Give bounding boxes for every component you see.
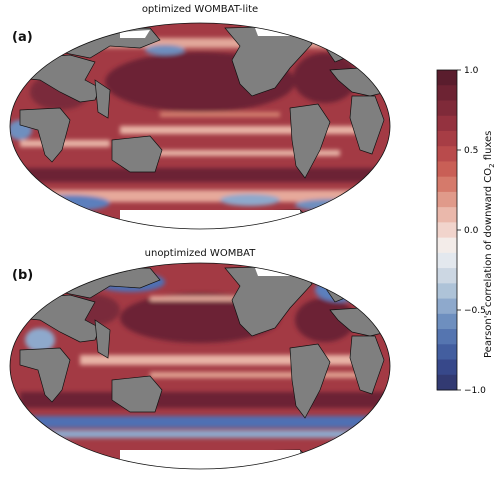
colorbar-label: Pearson's correlation of downward CO2 fl… <box>483 131 496 358</box>
colorbar-segment <box>437 359 457 376</box>
colorbar-label-sub: 2 <box>488 163 496 168</box>
colorbar-segment <box>437 207 457 223</box>
colorbar-segment <box>437 100 457 117</box>
map-panel-a <box>10 23 390 229</box>
colorbar-segment <box>437 161 457 178</box>
colorbar-segment <box>437 176 457 193</box>
map-panel-b <box>10 263 390 469</box>
colorbar-segment <box>437 191 457 208</box>
colorbar-tick-neg0_5: −0.5 <box>464 306 486 316</box>
panel-b-letter: (b) <box>12 268 34 283</box>
colorbar-segment <box>437 329 457 345</box>
colorbar-ticks <box>457 69 461 391</box>
colorbar-segment <box>437 374 457 391</box>
panel-b-title: unoptimized WOMBAT <box>144 248 256 259</box>
colorbar-segment <box>437 283 457 300</box>
colorbar-segment <box>437 70 457 86</box>
colorbar-segment <box>437 268 457 284</box>
colorbar-label-tail: fluxes <box>483 130 494 164</box>
colorbar-tick-0_5: 0.5 <box>464 146 478 156</box>
colorbar-tick-neg1: −1.0 <box>464 386 486 396</box>
colorbar-label-main: Pearson's correlation of downward CO <box>483 167 494 358</box>
colorbar-segment <box>437 313 457 330</box>
colorbar-tick-1: 1.0 <box>464 66 479 76</box>
colorbar-segment <box>437 146 457 162</box>
colorbar-segment <box>437 237 457 254</box>
colorbar <box>437 70 457 391</box>
colorbar-segment <box>437 115 457 132</box>
map-boundary-a <box>9 22 391 230</box>
colorbar-segment <box>437 130 457 147</box>
colorbar-tick-0: 0.0 <box>464 226 479 236</box>
colorbar-segment <box>437 85 457 101</box>
map-boundary-b <box>9 262 391 470</box>
colorbar-segment <box>437 298 457 315</box>
colorbar-segment <box>437 252 457 269</box>
colorbar-segment <box>437 344 457 361</box>
panel-a-letter: (a) <box>12 30 33 45</box>
panel-a-title: optimized WOMBAT-lite <box>141 4 259 15</box>
colorbar-segment <box>437 222 457 239</box>
